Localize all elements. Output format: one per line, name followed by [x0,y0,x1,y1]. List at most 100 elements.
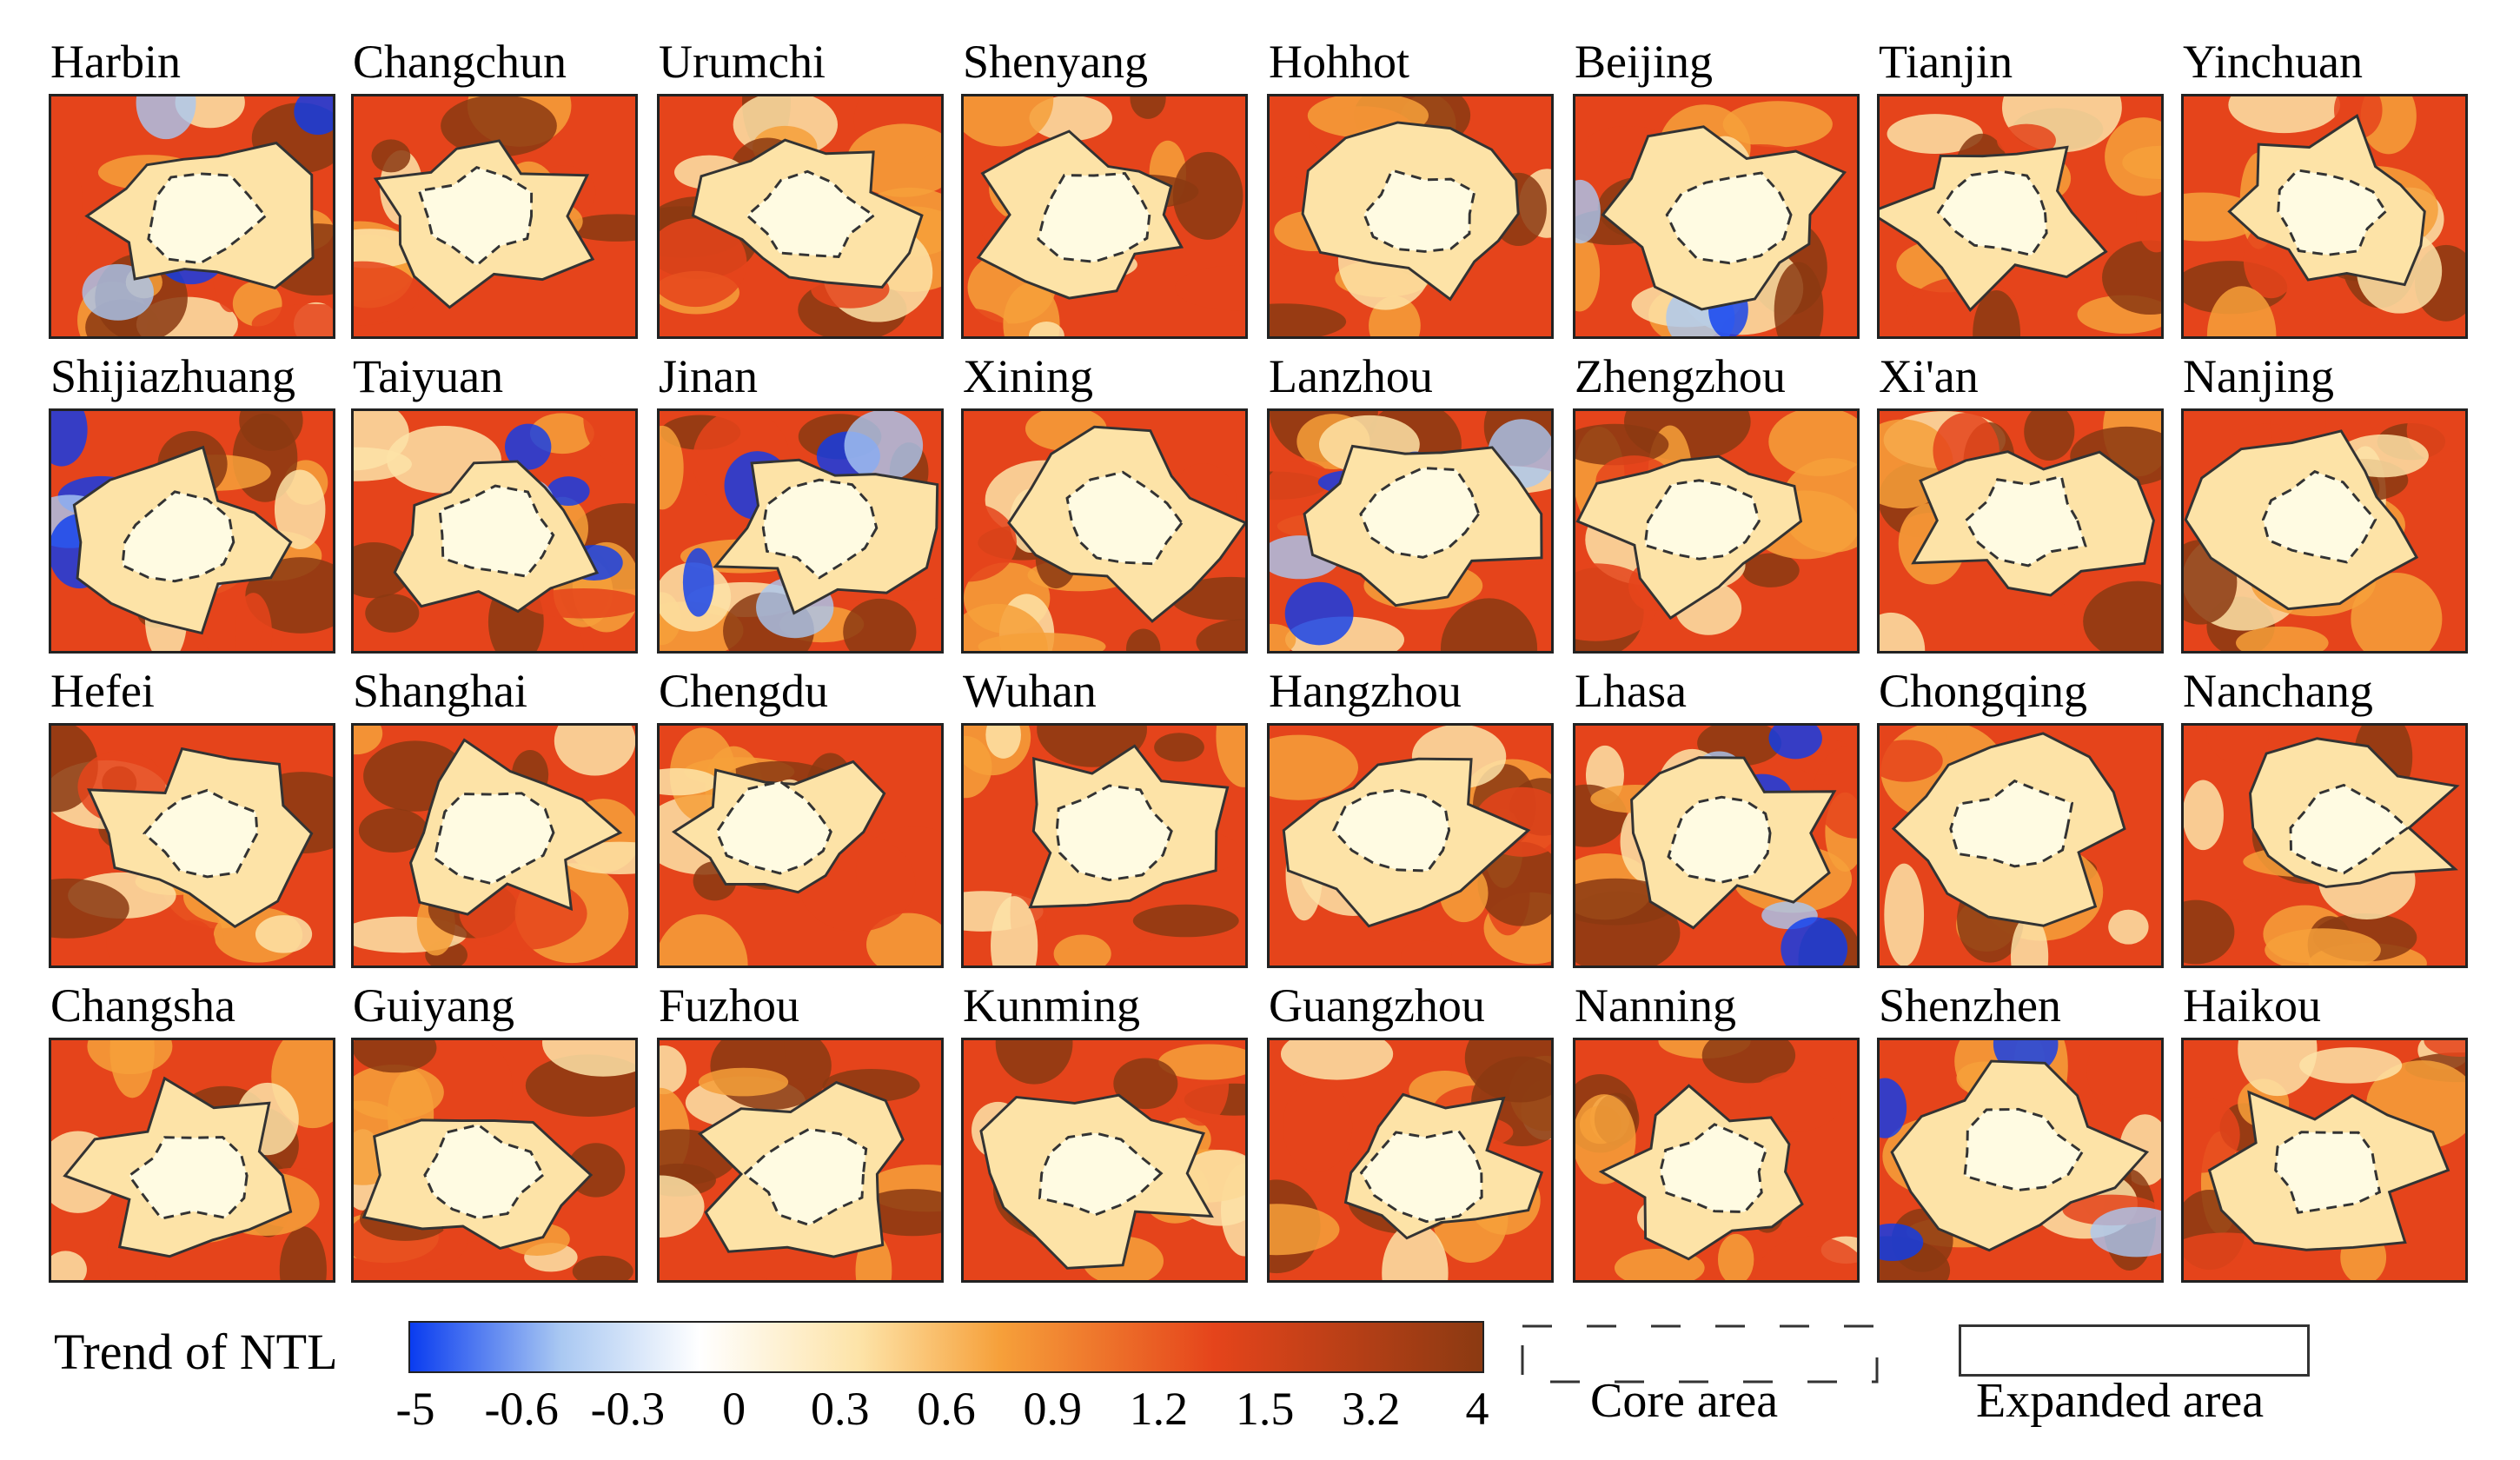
city-name: Shanghai [353,665,527,717]
heat-blob [255,915,313,953]
city-name: Hohhot [1269,36,1409,88]
city-map-panel [1877,408,2164,654]
colorbar-tick-label: 0.9 [1023,1383,1082,1435]
city-cell: Fuzhou [657,975,951,1290]
city-cell: Shijiazhuang [49,346,342,660]
core-area-boundary [2274,1131,2382,1214]
heat-blob [354,726,383,755]
heat-blob [978,633,1106,651]
heat-blob [2024,411,2075,461]
heat-blob [1053,934,1111,966]
heat-blob [964,735,992,799]
heat-blob [1464,1040,1551,1103]
city-cell: Shenzhen [1877,975,2171,1290]
heat-blob [1701,1040,1796,1084]
heat-blob [1887,114,1983,154]
heat-blob [866,912,941,966]
core-area-boundary [761,478,879,580]
heat-blob [1154,733,1204,762]
decrease-patch [1880,1223,1924,1261]
core-area-boundary [423,1123,545,1220]
decrease-patch [844,411,924,481]
city-cell: Zhengzhou [1573,346,1867,660]
city-cell: Lanzhou [1267,346,1561,660]
heat-blob [2265,928,2381,966]
heat-blob [2017,600,2078,651]
city-name: Fuzhou [659,979,799,1032]
heat-blob [583,411,635,466]
heat-blob [2236,626,2329,651]
city-map-panel [961,408,1248,654]
heat-blob [2108,909,2149,945]
heat-blob [2299,1047,2403,1084]
city-cell: Nanjing [2181,346,2475,660]
heat-blob [1175,265,1245,311]
core-area-boundary [715,780,832,875]
city-name: Harbin [50,36,181,88]
city-map-panel [1573,94,1860,339]
city-map-panel [1573,723,1860,968]
city-cell: Taiyuan [351,346,645,660]
decrease-patch [547,476,590,507]
heat-blob [2184,780,2224,851]
heat-blob [1973,289,2020,336]
city-map-svg [964,411,1245,651]
core-area-boundary [1643,479,1761,561]
core-area-boundary [1037,172,1151,263]
city-cell: Jinan [657,346,951,660]
city-name: Wuhan [963,665,1097,717]
city-name: Shijiazhuang [50,350,295,402]
city-map-svg [354,1040,635,1280]
heat-blob [1722,101,1833,148]
heat-blob [660,1175,705,1238]
heat-blob [985,726,1021,759]
city-map-panel [49,408,335,654]
city-map-svg [1575,726,1857,966]
city-map-svg [1270,411,1551,651]
city-map-svg [964,726,1245,966]
city-map-svg [660,411,941,651]
heat-blob [2184,899,2235,965]
city-name: Shenzhen [1879,979,2061,1032]
colorbar-tick-label: 0.6 [917,1383,976,1435]
colorbar-tick-label: 0 [722,1383,746,1435]
heat-blob [354,411,409,471]
city-map-svg [1575,1040,1857,1280]
city-name: Taiyuan [353,350,504,402]
core-area-boundary [433,792,555,886]
city-map-svg [51,1040,333,1280]
heat-blob [1749,1071,1841,1132]
heat-blob [1029,321,1064,336]
city-name: Nanjing [2183,350,2334,402]
heat-blob [2205,726,2270,764]
heat-blob [1283,1080,1353,1172]
city-cell: Changchun [351,31,645,346]
heat-blob [991,896,1038,966]
city-cell: Guiyang [351,975,645,1290]
core-area-boundary [147,172,268,265]
heat-blob [843,598,917,651]
city-cell: Xi'an [1877,346,2171,660]
city-cell: Nanchang [2181,660,2475,975]
city-cell: Changsha [49,975,342,1290]
city-map-svg [1880,411,2161,651]
core-area-boundary [121,490,235,583]
city-map-panel [657,94,944,339]
colorbar-tick-label: 1.5 [1235,1383,1295,1435]
decrease-patch [504,423,552,470]
decrease-patch [1880,1078,1907,1138]
heat-blob [1401,940,1452,966]
heat-blob [1880,740,1943,782]
city-name: Nanchang [2183,665,2373,717]
heat-blob [239,411,303,451]
heat-blob [660,914,748,966]
core-area-boundary [1065,470,1184,566]
city-map-svg [2184,411,2465,651]
heat-blob [2184,1097,2240,1173]
city-map-panel [351,94,638,339]
decrease-patch [51,411,88,467]
heat-blob [170,919,216,966]
city-map-svg [2184,96,2465,336]
heat-blob [235,593,273,651]
city-map-panel [2181,94,2468,339]
